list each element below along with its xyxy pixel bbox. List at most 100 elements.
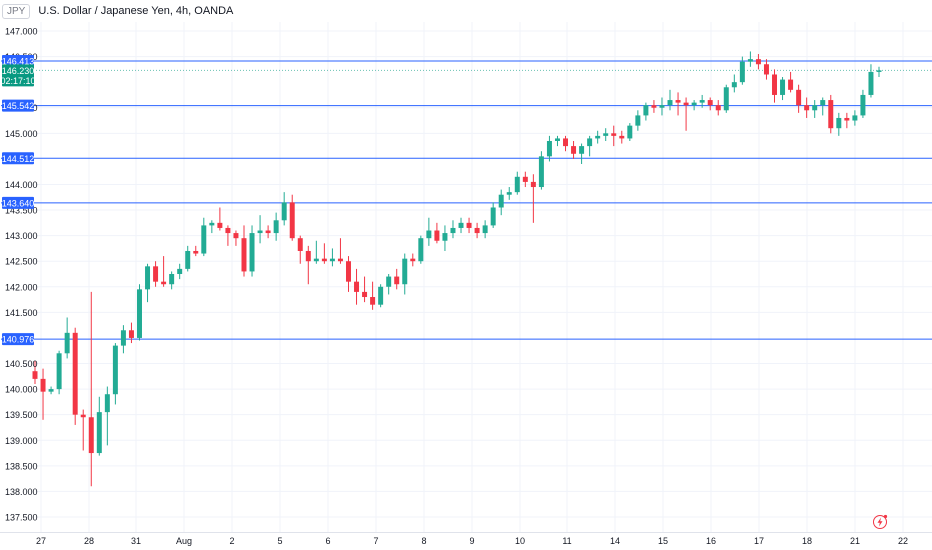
x-tick-label: 6: [325, 536, 330, 546]
candles: [32, 51, 882, 487]
candle-body: [241, 238, 247, 272]
level-tag-label: 145.542: [2, 101, 35, 111]
level-tag: [2, 99, 34, 112]
level-tag-label: 146.413: [2, 57, 35, 67]
candle-body: [763, 64, 769, 75]
x-tick-label: 9: [469, 536, 474, 546]
candle-body: [474, 227, 480, 234]
candle-body: [836, 117, 842, 129]
candle-body: [603, 133, 609, 136]
y-tick-label: 140.500: [5, 359, 38, 369]
bar-countdown-label: 02:17:10: [0, 76, 35, 86]
x-tick-label: 21: [850, 536, 860, 546]
level-tag: [2, 55, 34, 68]
candle-body: [265, 230, 271, 234]
x-tick-label: 22: [898, 536, 908, 546]
candle-body: [812, 105, 818, 111]
x-tick-label: 7: [373, 536, 378, 546]
candle-body: [426, 230, 432, 239]
x-tick-label: 8: [421, 536, 426, 546]
candle-body: [281, 202, 287, 221]
level-tag-label: 140.976: [2, 335, 35, 345]
y-tick-label: 147.000: [5, 27, 38, 37]
y-tick-label: 141.500: [5, 308, 38, 318]
x-tick-label: 11: [562, 536, 571, 546]
price-axis[interactable]: 147.000146.500145.500145.000144.000143.5…: [5, 27, 38, 523]
y-tick-label: 138.000: [5, 487, 38, 497]
candle-body: [337, 258, 343, 262]
y-tick-label: 142.000: [5, 282, 38, 292]
candle-body: [201, 225, 207, 254]
candle-body: [434, 230, 440, 241]
candle-body: [571, 146, 577, 154]
candle-body: [611, 133, 617, 136]
candle-body: [876, 70, 882, 72]
horizontal-lines[interactable]: [0, 60, 932, 340]
candle-body: [209, 222, 215, 226]
candle-body: [32, 371, 38, 379]
x-tick-label: 16: [706, 536, 716, 546]
candle-body: [844, 117, 850, 121]
candle-body: [852, 115, 858, 121]
x-tick-label: 5: [277, 536, 282, 546]
y-tick-label: 140.000: [5, 385, 38, 395]
candle-body: [498, 194, 504, 208]
candle-body: [64, 332, 70, 354]
candle-body: [546, 140, 552, 157]
candle-body: [458, 222, 464, 228]
candle-body: [514, 176, 520, 193]
candle-body: [587, 138, 593, 147]
candle-body: [313, 258, 319, 262]
candle-body: [137, 289, 142, 338]
symbol-box[interactable]: JPY: [2, 3, 31, 19]
x-tick-label: 14: [610, 536, 620, 546]
y-tick-label: 138.500: [5, 461, 38, 471]
candle-body: [297, 238, 303, 251]
time-axis[interactable]: 27 28 31 Aug 2 5 6 7 8 9 10 11 14 15 16 17 18 21 22: [36, 536, 908, 546]
candle-body: [40, 378, 46, 392]
x-tick-label: 31: [131, 536, 141, 546]
candle-body: [305, 250, 311, 262]
candle-body: [378, 286, 384, 305]
y-tick-label: 143.500: [5, 206, 38, 216]
candle-body: [177, 268, 183, 274]
candle-body: [554, 138, 560, 141]
candle-body: [538, 156, 544, 188]
level-tag: [2, 333, 34, 346]
candle-body: [217, 222, 223, 228]
candle-body: [772, 74, 777, 95]
candle-body: [563, 138, 569, 147]
y-tick-label: 143.000: [5, 231, 38, 241]
chart-title: U.S. Dollar / Japanese Yen, 4h, OANDA: [38, 5, 234, 17]
candle-body: [691, 102, 697, 106]
chart-header: JPY U.S. Dollar / Japanese Yen, 4h, OAND…: [0, 0, 233, 22]
y-tick-label: 139.500: [5, 410, 38, 420]
candle-body: [804, 105, 810, 111]
candle-body: [715, 105, 721, 111]
candle-body: [120, 330, 126, 346]
candle-body: [161, 281, 167, 285]
candle-body: [466, 222, 472, 228]
y-tick-label: 137.500: [5, 513, 38, 523]
candle-body: [329, 258, 335, 262]
lightning-icon[interactable]: [872, 514, 888, 530]
candle-body: [362, 291, 368, 298]
x-tick-label: 15: [658, 536, 668, 546]
candle-body: [185, 250, 191, 269]
candle-body: [273, 220, 279, 234]
candle-body: [394, 276, 400, 285]
candle-body: [788, 79, 794, 90]
candle-body: [651, 105, 657, 108]
current-price-label: 146.230: [2, 66, 35, 76]
candle-body: [96, 412, 102, 454]
grid: [36, 22, 932, 532]
candle-body: [104, 394, 110, 413]
level-tag-label: 144.512: [2, 154, 35, 164]
candle-body: [643, 105, 649, 116]
candle-body: [410, 258, 416, 262]
candle-body: [225, 227, 231, 234]
candle-body: [289, 202, 295, 239]
candle-body: [370, 297, 376, 305]
candle-body: [683, 102, 689, 106]
